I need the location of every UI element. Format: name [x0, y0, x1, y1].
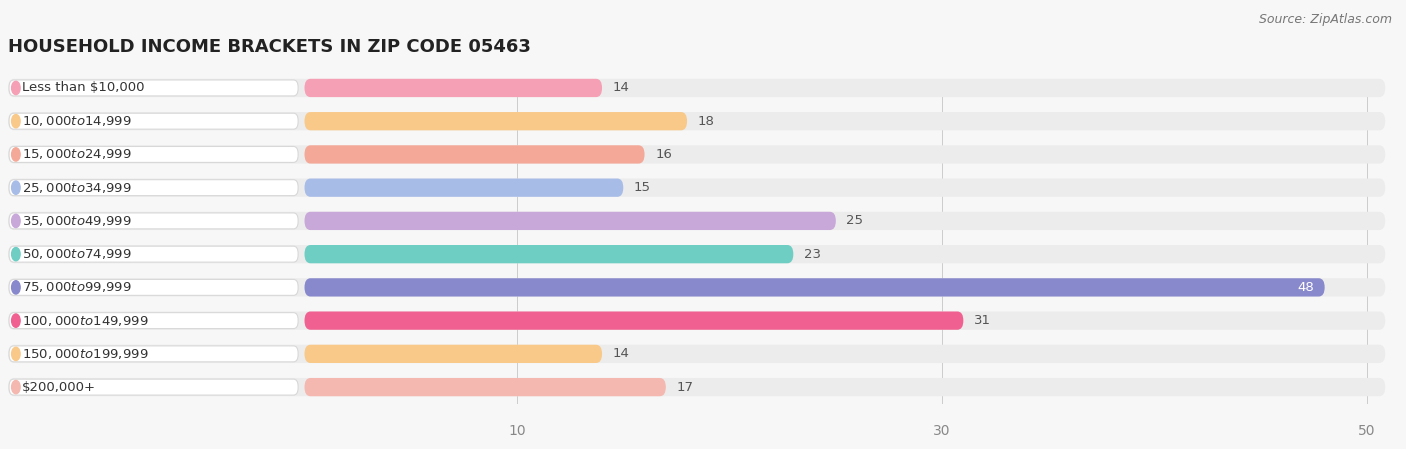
- Text: 23: 23: [804, 248, 821, 261]
- Text: $10,000 to $14,999: $10,000 to $14,999: [22, 114, 132, 128]
- FancyBboxPatch shape: [8, 313, 298, 329]
- Text: $200,000+: $200,000+: [22, 381, 96, 394]
- Text: $100,000 to $149,999: $100,000 to $149,999: [22, 313, 149, 328]
- FancyBboxPatch shape: [305, 145, 644, 163]
- FancyBboxPatch shape: [305, 312, 963, 330]
- FancyBboxPatch shape: [8, 346, 298, 362]
- FancyBboxPatch shape: [305, 212, 835, 230]
- FancyBboxPatch shape: [8, 146, 298, 163]
- Text: $35,000 to $49,999: $35,000 to $49,999: [22, 214, 132, 228]
- Text: 31: 31: [974, 314, 991, 327]
- Circle shape: [11, 380, 20, 394]
- Text: $15,000 to $24,999: $15,000 to $24,999: [22, 147, 132, 162]
- Text: Source: ZipAtlas.com: Source: ZipAtlas.com: [1258, 13, 1392, 26]
- Text: $75,000 to $99,999: $75,000 to $99,999: [22, 280, 132, 295]
- Circle shape: [11, 81, 20, 95]
- FancyBboxPatch shape: [305, 345, 602, 363]
- FancyBboxPatch shape: [8, 180, 298, 196]
- Text: 16: 16: [655, 148, 672, 161]
- Text: 17: 17: [676, 381, 693, 394]
- FancyBboxPatch shape: [8, 213, 298, 229]
- FancyBboxPatch shape: [8, 113, 298, 129]
- FancyBboxPatch shape: [8, 378, 1385, 396]
- FancyBboxPatch shape: [305, 179, 623, 197]
- Text: 15: 15: [634, 181, 651, 194]
- FancyBboxPatch shape: [305, 79, 602, 97]
- FancyBboxPatch shape: [8, 145, 1385, 163]
- FancyBboxPatch shape: [8, 112, 1385, 130]
- Text: 25: 25: [846, 215, 863, 227]
- Circle shape: [11, 314, 20, 327]
- Circle shape: [11, 281, 20, 294]
- Text: Less than $10,000: Less than $10,000: [22, 81, 145, 94]
- FancyBboxPatch shape: [8, 246, 298, 262]
- FancyBboxPatch shape: [8, 312, 1385, 330]
- Text: 48: 48: [1298, 281, 1315, 294]
- Circle shape: [11, 347, 20, 361]
- Text: HOUSEHOLD INCOME BRACKETS IN ZIP CODE 05463: HOUSEHOLD INCOME BRACKETS IN ZIP CODE 05…: [8, 38, 531, 57]
- FancyBboxPatch shape: [8, 345, 1385, 363]
- FancyBboxPatch shape: [305, 245, 793, 263]
- FancyBboxPatch shape: [305, 112, 688, 130]
- Text: 18: 18: [697, 114, 714, 128]
- FancyBboxPatch shape: [8, 245, 1385, 263]
- FancyBboxPatch shape: [8, 278, 1385, 296]
- Text: $50,000 to $74,999: $50,000 to $74,999: [22, 247, 132, 261]
- Circle shape: [11, 181, 20, 194]
- Circle shape: [11, 148, 20, 161]
- FancyBboxPatch shape: [8, 212, 1385, 230]
- FancyBboxPatch shape: [8, 79, 1385, 97]
- FancyBboxPatch shape: [305, 378, 666, 396]
- Text: $150,000 to $199,999: $150,000 to $199,999: [22, 347, 149, 361]
- Text: $25,000 to $34,999: $25,000 to $34,999: [22, 180, 132, 195]
- Text: 14: 14: [613, 348, 630, 361]
- FancyBboxPatch shape: [8, 80, 298, 96]
- Circle shape: [11, 247, 20, 261]
- FancyBboxPatch shape: [305, 278, 1324, 296]
- FancyBboxPatch shape: [8, 279, 298, 295]
- Circle shape: [11, 214, 20, 228]
- Circle shape: [11, 114, 20, 128]
- FancyBboxPatch shape: [8, 179, 1385, 197]
- Text: 14: 14: [613, 81, 630, 94]
- FancyBboxPatch shape: [8, 379, 298, 395]
